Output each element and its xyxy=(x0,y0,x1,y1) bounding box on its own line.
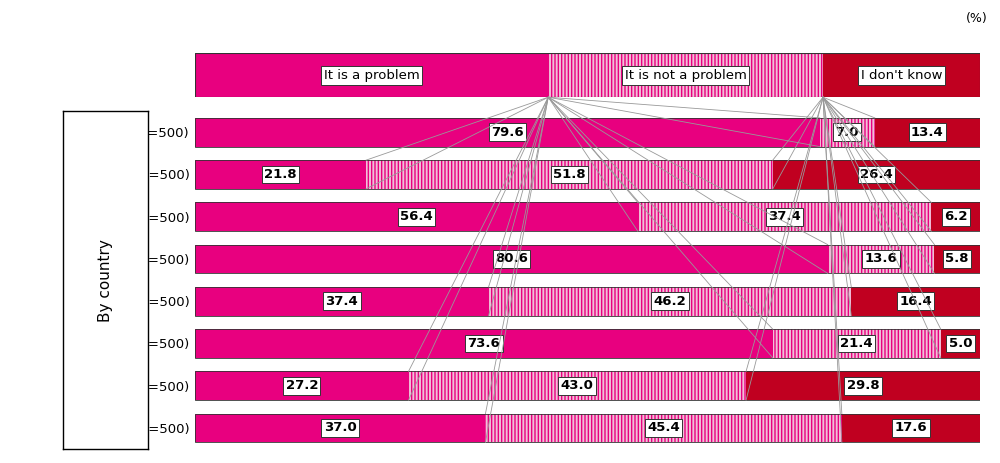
Text: 29.8: 29.8 xyxy=(847,379,879,392)
Text: It is a problem: It is a problem xyxy=(324,69,420,82)
Text: 13.4: 13.4 xyxy=(911,126,944,139)
Text: 46.2: 46.2 xyxy=(654,295,686,308)
Text: It is not a problem: It is not a problem xyxy=(625,69,747,82)
Bar xyxy=(931,202,980,231)
Bar xyxy=(548,53,823,97)
Text: 80.6: 80.6 xyxy=(495,252,528,265)
Bar xyxy=(366,160,773,189)
Text: 73.6: 73.6 xyxy=(468,337,500,350)
Bar xyxy=(195,118,980,147)
Bar xyxy=(195,202,980,231)
Bar xyxy=(638,202,931,231)
Bar xyxy=(195,244,828,273)
Bar xyxy=(489,287,851,316)
Bar xyxy=(823,53,980,97)
Bar xyxy=(773,160,980,189)
Bar xyxy=(875,118,980,147)
Bar xyxy=(941,329,980,358)
Bar xyxy=(195,329,773,358)
Bar xyxy=(773,329,941,358)
Bar xyxy=(195,160,980,189)
Bar xyxy=(828,244,934,273)
Bar xyxy=(548,53,823,97)
Bar xyxy=(195,371,409,400)
Text: 51.8: 51.8 xyxy=(553,168,586,181)
Text: 17.6: 17.6 xyxy=(895,421,927,434)
Text: 5.8: 5.8 xyxy=(945,252,969,265)
Bar xyxy=(485,413,842,442)
Bar xyxy=(195,244,980,273)
Bar xyxy=(485,413,842,442)
Bar xyxy=(820,118,875,147)
Text: 13.6: 13.6 xyxy=(865,252,897,265)
Text: 37.4: 37.4 xyxy=(768,210,801,223)
Text: (%): (%) xyxy=(966,12,988,25)
Text: 79.6: 79.6 xyxy=(491,126,524,139)
Text: 16.4: 16.4 xyxy=(899,295,932,308)
Bar xyxy=(195,53,548,97)
Bar xyxy=(195,118,820,147)
Bar xyxy=(851,287,980,316)
Bar xyxy=(820,118,875,147)
Bar xyxy=(828,244,934,273)
Bar xyxy=(195,202,638,231)
Text: 37.4: 37.4 xyxy=(325,295,358,308)
Text: 37.0: 37.0 xyxy=(324,421,357,434)
Bar xyxy=(489,287,851,316)
Text: By country: By country xyxy=(98,239,113,321)
Text: 56.4: 56.4 xyxy=(400,210,433,223)
Bar xyxy=(409,371,746,400)
Bar xyxy=(195,413,980,442)
Text: 21.4: 21.4 xyxy=(840,337,873,350)
Text: 7.0: 7.0 xyxy=(836,126,859,139)
Text: 21.8: 21.8 xyxy=(264,168,297,181)
Bar xyxy=(934,244,980,273)
Bar xyxy=(746,371,980,400)
Text: I don't know: I don't know xyxy=(861,69,942,82)
Text: 5.0: 5.0 xyxy=(949,337,972,350)
Bar xyxy=(409,371,746,400)
Bar xyxy=(195,160,366,189)
Bar xyxy=(195,413,485,442)
Text: 45.4: 45.4 xyxy=(647,421,680,434)
Text: 26.4: 26.4 xyxy=(860,168,893,181)
Text: 43.0: 43.0 xyxy=(561,379,594,392)
Bar xyxy=(195,329,980,358)
Bar xyxy=(195,287,980,316)
Bar xyxy=(366,160,773,189)
Bar xyxy=(842,413,980,442)
Text: 27.2: 27.2 xyxy=(286,379,318,392)
Bar xyxy=(195,371,980,400)
Bar xyxy=(195,287,489,316)
Bar xyxy=(773,329,941,358)
Text: 6.2: 6.2 xyxy=(944,210,967,223)
Bar xyxy=(638,202,931,231)
